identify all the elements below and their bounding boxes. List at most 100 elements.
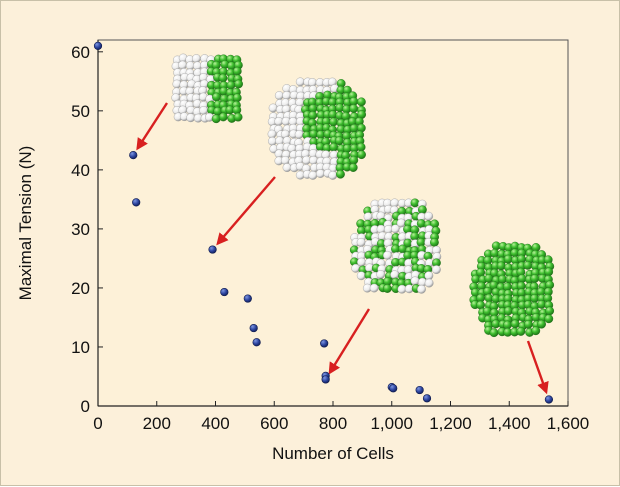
x-tick-label: 600 xyxy=(260,414,288,433)
y-tick-labels: 0 10 20 30 40 50 60 xyxy=(71,43,90,416)
x-tick-label: 1,400 xyxy=(488,414,531,433)
white-cell xyxy=(308,170,318,180)
data-point xyxy=(208,245,217,254)
data-point xyxy=(321,375,330,384)
white-cell xyxy=(363,212,373,222)
green-cell xyxy=(329,117,338,127)
x-tick-label: 200 xyxy=(143,414,171,433)
x-tick-label: 1,000 xyxy=(370,414,413,433)
white-cell xyxy=(383,250,392,260)
green-cell xyxy=(232,93,242,103)
green-cell xyxy=(510,319,520,329)
inset-arrows xyxy=(136,102,549,395)
cluster-inset xyxy=(349,198,442,294)
green-cell xyxy=(410,231,420,241)
green-cell xyxy=(531,326,541,336)
green-cell xyxy=(503,306,513,316)
green-cell xyxy=(410,198,420,208)
white-cell xyxy=(268,103,278,113)
green-cell xyxy=(484,274,494,283)
y-tick-label: 20 xyxy=(71,279,90,298)
green-cell xyxy=(382,284,392,293)
cluster-inset xyxy=(171,53,243,124)
cluster-inset xyxy=(267,77,367,180)
green-cell xyxy=(212,92,221,102)
y-tick-label: 30 xyxy=(71,220,90,239)
green-cell xyxy=(430,237,439,247)
data-point xyxy=(544,395,554,404)
green-cell xyxy=(232,66,242,76)
white-cell xyxy=(315,169,325,178)
data-point xyxy=(243,294,252,303)
white-cell xyxy=(391,224,400,234)
green-cell xyxy=(329,142,339,152)
green-cell xyxy=(523,260,533,270)
white-cell xyxy=(282,91,292,100)
x-tick-label: 400 xyxy=(201,414,229,433)
green-cell xyxy=(357,150,366,160)
white-cell xyxy=(294,130,304,139)
data-point xyxy=(320,339,329,348)
data-point xyxy=(132,198,141,207)
axes xyxy=(97,40,569,407)
cluster-inset xyxy=(469,241,555,338)
inset-arrow xyxy=(136,102,169,151)
x-tick-labels: 0 200 400 600 800 1,000 1,200 1,400 1,600 xyxy=(93,414,589,433)
white-cell xyxy=(178,60,187,70)
green-cell xyxy=(336,169,345,179)
x-axis-title: Number of Cells xyxy=(272,444,394,463)
white-cell xyxy=(328,170,338,180)
x-tick-label: 0 xyxy=(93,414,102,433)
white-cell xyxy=(199,106,209,115)
green-cell xyxy=(218,73,228,83)
white-cell xyxy=(356,271,366,281)
green-cell xyxy=(234,79,243,89)
white-cell xyxy=(390,270,400,280)
green-cell xyxy=(516,327,526,336)
green-cell xyxy=(545,306,555,316)
green-cell xyxy=(537,319,546,329)
green-cell xyxy=(544,314,554,324)
green-cell xyxy=(349,155,359,165)
white-cell xyxy=(417,284,426,294)
data-point xyxy=(422,394,432,403)
inset-arrow xyxy=(216,176,276,246)
white-cell xyxy=(376,270,386,279)
green-cell xyxy=(503,254,513,264)
y-tick-label: 0 xyxy=(81,397,90,416)
inset-arrow xyxy=(328,308,371,375)
white-cell xyxy=(274,91,284,100)
data-points xyxy=(93,41,554,404)
green-cell xyxy=(348,163,358,172)
y-axis-title: Maximal Tension (N) xyxy=(16,146,35,301)
white-cell xyxy=(424,211,434,221)
y-tick-label: 50 xyxy=(71,102,90,121)
green-cell xyxy=(517,274,527,283)
white-cell xyxy=(280,156,290,165)
green-cell xyxy=(418,205,427,215)
y-tick-label: 10 xyxy=(71,338,90,357)
green-cell xyxy=(496,261,506,271)
y-tick-label: 60 xyxy=(71,43,90,62)
cluster-insets xyxy=(171,53,555,338)
data-point xyxy=(415,385,424,395)
green-cell xyxy=(357,97,366,107)
green-cell xyxy=(489,328,499,338)
x-tick-label: 1,200 xyxy=(429,414,472,433)
green-cell xyxy=(349,104,359,113)
green-cell xyxy=(523,319,533,329)
x-tick-label: 800 xyxy=(319,414,347,433)
inset-arrow xyxy=(526,340,549,395)
white-cell xyxy=(295,77,305,87)
data-point xyxy=(220,287,229,297)
green-cell xyxy=(218,112,228,122)
data-point xyxy=(93,41,103,51)
white-cell xyxy=(356,237,366,247)
white-cell xyxy=(351,263,361,273)
white-cell xyxy=(424,278,434,288)
white-cell xyxy=(432,265,441,275)
green-cell xyxy=(530,293,539,303)
y-tick-label: 40 xyxy=(71,161,90,180)
